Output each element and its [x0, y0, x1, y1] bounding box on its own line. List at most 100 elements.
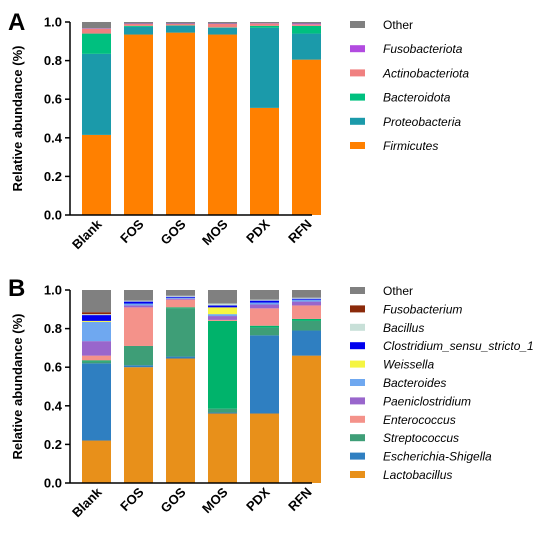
bar-segment-other-mos: [208, 22, 237, 24]
y-axis-title: Relative abundance (%): [10, 314, 25, 460]
legend-label-streptococcus: Streptococcus: [383, 431, 459, 445]
bar-segment-streptococcus-mos: [208, 408, 237, 413]
bar-segment-firmicutes-pdx: [250, 107, 279, 215]
bar-stack-mos: [208, 290, 237, 483]
bar-stack-blank: [82, 22, 111, 215]
legend-swatch-bacillus: [350, 323, 365, 331]
panel-letter: B: [8, 275, 25, 302]
bar-segment-lactobacillus-pdx: [250, 413, 279, 483]
bar-stack-pdx: [250, 290, 279, 483]
legend-swatch-escherichia-shigella: [350, 452, 365, 460]
bar-segment-enterococcus-gos: [166, 299, 195, 308]
legend-label-fusobacterium: Fusobacterium: [383, 302, 462, 316]
bar-segment-bacteroides-pdx: [250, 304, 279, 309]
y-tick-label: 0.0: [44, 208, 62, 223]
x-tick-label-blank: Blank: [69, 484, 105, 520]
legend-swatch-fusobacteriota: [350, 45, 365, 53]
bar-segment-weissella-rfn: [292, 299, 321, 302]
bar-segment-actinobacteriota-rfn: [292, 24, 321, 26]
bar-segment-proteobacteria-mos: [208, 27, 237, 35]
bar-segment-enterococcus-rfn: [292, 305, 321, 319]
bar-segment-weissella-fos: [124, 303, 153, 306]
x-tick-label-blank: Blank: [69, 216, 105, 252]
bar-segment-enterococcus-blank: [82, 355, 111, 361]
bar-segment-escherichia-shigella-blank: [82, 363, 111, 441]
x-tick-label-mos: MOS: [199, 484, 231, 516]
legend-label-bacteroides: Bacteroides: [383, 376, 446, 390]
bar-segment-lactobacillus-rfn: [292, 355, 321, 483]
bar-segment-paeniclostridium-mos: [208, 320, 237, 409]
bar-segment-streptococcus-pdx: [250, 327, 279, 336]
bar-segment-actinobacteriota-fos: [124, 23, 153, 26]
bar-segment-bacteroidota-blank: [82, 33, 111, 54]
x-tick-label-fos: FOS: [117, 484, 147, 514]
bar-segment-fusobacterium-fos: [124, 300, 153, 302]
bar-segment-bacteroidota-pdx: [250, 25, 279, 28]
legend: Other Fusobacteriota Actinobacteriota Bacte…: [350, 18, 469, 153]
bar-segment-streptococcus-blank: [82, 361, 111, 364]
y-tick-label: 0.2: [44, 169, 62, 184]
bar-stack-rfn: [292, 290, 321, 483]
bar-segment-escherichia-shigella-rfn: [292, 330, 321, 356]
legend-swatch-other: [350, 21, 365, 28]
bar-stack-fos: [124, 290, 153, 483]
legend-swatch-paeniclostridium: [350, 397, 365, 405]
bar-segment-bacteroides-rfn: [292, 301, 321, 306]
bar-stack-gos: [166, 290, 195, 483]
bar-segment-paeniclostridium-blank: [82, 360, 111, 362]
bar-segment-actinobacteriota-mos: [208, 23, 237, 28]
bar-segment-enterococcus-mos: [208, 319, 237, 321]
bar-stack-mos: [208, 22, 237, 215]
bar-stack-rfn: [292, 22, 321, 216]
bar-segment-bacteroidota-rfn: [292, 25, 321, 34]
legend-label-bacteroidota: Bacteroidota: [383, 91, 451, 105]
bar-segment-other-pdx: [250, 22, 279, 24]
y-tick-label: 0.4: [44, 130, 63, 145]
bar-segment-other-rfn: [292, 22, 321, 24]
bar-segment-paeniclostridium-gos: [166, 307, 195, 309]
y-tick-label: 1.0: [44, 283, 62, 298]
legend-swatch-enterococcus: [350, 415, 365, 423]
bar-segment-bacillus-fos: [124, 301, 153, 304]
bar-stack-fos: [124, 22, 153, 215]
bar-segment-enterococcus-fos: [124, 307, 153, 346]
bar-segment-bacteroides-fos: [124, 305, 153, 308]
bar-segment-weissella-mos: [208, 314, 237, 317]
legend: Other Fusobacterium Bacillus Clostridium_se…: [350, 284, 534, 482]
legend-swatch-actinobacteriota: [350, 69, 365, 77]
y-tick-label: 0.4: [44, 398, 63, 413]
bar-segment-other-fos: [124, 22, 153, 24]
bar-segment-escherichia-shigella-mos: [208, 412, 237, 414]
x-tick-label-mos: MOS: [199, 216, 231, 248]
bar-segment-lactobacillus-fos: [124, 367, 153, 483]
y-tick-label: 0.2: [44, 437, 62, 452]
x-tick-label-pdx: PDX: [243, 216, 273, 246]
bar-stack-pdx: [250, 22, 279, 215]
bar-segment-bacillus-mos: [208, 305, 237, 308]
bar-segment-enterococcus-pdx: [250, 308, 279, 326]
bar-segment-firmicutes-rfn: [292, 59, 321, 216]
legend-label-other: Other: [383, 18, 413, 32]
legend-swatch-lactobacillus: [350, 471, 365, 478]
bar-segment-unlabeled-fos: [124, 290, 153, 301]
y-tick-label: 0.6: [44, 360, 62, 375]
bar-segment-bacteroidota-fos: [124, 25, 153, 27]
legend-swatch-fusobacterium: [350, 305, 365, 313]
legend-swatch-proteobacteria: [350, 117, 365, 125]
x-tick-label-fos: FOS: [117, 216, 147, 246]
legend-label-other: Other: [383, 284, 413, 298]
legend-label-firmicutes: Firmicutes: [383, 139, 438, 153]
legend-label-clostridium_sensu_stricto_1: Clostridium_sensu_stricto_1: [383, 339, 534, 353]
bar-segment-bacteroides-blank: [82, 341, 111, 356]
bar-segment-weissella-gos: [166, 297, 195, 299]
bar-segment-clostridium_sensu_stricto_1-mos: [208, 307, 237, 315]
y-tick-label: 1.0: [44, 15, 62, 30]
bar-segment-lactobacillus-blank: [82, 440, 111, 483]
bar-segment-unlabeled-blank: [82, 290, 111, 313]
x-tick-label-rfn: RFN: [285, 485, 314, 514]
bar-segment-paeniclostridium-rfn: [292, 318, 321, 321]
y-tick-label: 0.6: [44, 92, 62, 107]
bar-stack-blank: [82, 290, 111, 483]
bar-segment-other-gos: [166, 22, 195, 24]
